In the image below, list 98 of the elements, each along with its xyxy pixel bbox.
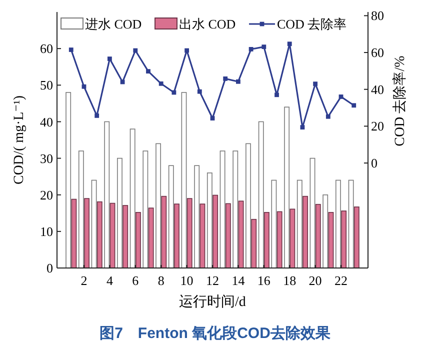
point — [262, 44, 266, 50]
x-axis-title: 运行时间/d — [179, 294, 246, 310]
point — [107, 56, 112, 61]
point — [300, 125, 305, 130]
bar — [284, 106, 290, 268]
bar — [181, 92, 187, 268]
bar — [258, 121, 264, 268]
point — [68, 48, 74, 52]
bar — [135, 212, 141, 268]
x-tick-label: 20 — [308, 273, 322, 288]
point — [274, 92, 279, 98]
bar — [130, 128, 136, 268]
bar — [251, 218, 257, 268]
bar — [341, 210, 347, 268]
bar — [91, 180, 97, 268]
bar — [78, 150, 84, 268]
y-tick-label: 50 — [40, 78, 53, 93]
bar — [168, 165, 174, 268]
bar — [200, 204, 206, 268]
x-tick-label: 18 — [283, 273, 296, 288]
point — [184, 48, 189, 53]
bar — [161, 196, 167, 268]
bar — [348, 180, 354, 268]
bar — [110, 202, 116, 268]
bar — [264, 212, 270, 268]
bar — [322, 194, 328, 268]
bar — [290, 208, 296, 268]
bar — [148, 208, 154, 268]
y2-tick-label: 0 — [371, 156, 378, 171]
legend-label: COD 去除率 — [277, 16, 347, 32]
bar — [238, 200, 244, 268]
point — [133, 48, 138, 53]
bar — [174, 204, 180, 268]
x-tick-label: 16 — [257, 273, 271, 288]
bar — [335, 180, 341, 268]
x-tick-label: 12 — [206, 273, 219, 288]
bar — [302, 196, 308, 268]
x-tick-label: 2 — [80, 273, 88, 288]
point — [158, 81, 164, 86]
y-tick-label: 10 — [40, 224, 53, 239]
point — [210, 116, 215, 120]
bar — [220, 150, 226, 268]
y-tick-label: 30 — [40, 150, 53, 166]
y2-tick-label: 20 — [371, 118, 384, 134]
point — [352, 103, 356, 108]
point — [326, 114, 330, 119]
bar — [354, 206, 360, 268]
bar — [117, 158, 122, 268]
bar — [142, 150, 148, 268]
x-tick-label: 8 — [158, 273, 164, 288]
point — [338, 94, 344, 99]
y-axis-title: COD/( mg·L⁻¹) — [12, 95, 27, 184]
bar — [232, 150, 238, 268]
point — [248, 47, 254, 52]
y2-tick-label: 40 — [371, 82, 384, 97]
bar — [194, 165, 200, 268]
bar — [212, 194, 218, 268]
point — [313, 82, 318, 86]
bar — [225, 203, 231, 268]
y2-tick-label: 80 — [371, 8, 384, 24]
point — [82, 84, 86, 89]
y2-axis-title: COD 去除率/% — [392, 55, 408, 146]
point — [287, 42, 292, 46]
y-tick-label: 0 — [46, 260, 53, 276]
point — [236, 79, 240, 84]
bar — [328, 212, 334, 268]
point — [146, 69, 150, 74]
point — [172, 90, 176, 95]
point — [223, 76, 228, 81]
bar — [310, 158, 316, 268]
bar — [84, 198, 90, 268]
bar — [156, 143, 161, 268]
bar — [206, 172, 212, 268]
bar — [66, 92, 72, 268]
legend-label: 进水 COD — [85, 16, 142, 32]
x-tick-label: 14 — [232, 273, 246, 288]
x-tick-label: 6 — [132, 273, 140, 288]
bar — [276, 211, 282, 268]
point — [94, 113, 100, 118]
bar — [315, 204, 321, 268]
legend-label: 出水 COD — [179, 16, 236, 32]
bar — [96, 201, 102, 268]
text: 图7 Fenton 氧化段COD去除效果 — [100, 325, 332, 342]
x-tick-label: 22 — [334, 273, 348, 288]
bar — [104, 121, 110, 268]
x-tick-label: 10 — [180, 273, 194, 288]
bar — [122, 205, 128, 268]
y-tick-label: 40 — [40, 114, 53, 130]
x-tick-label: 4 — [106, 273, 114, 288]
bar — [71, 198, 77, 268]
point — [197, 89, 202, 94]
y-tick-label: 60 — [40, 41, 53, 56]
y2-tick-label: 60 — [371, 45, 384, 60]
bar — [186, 198, 192, 268]
bar — [246, 143, 251, 268]
bar — [271, 180, 277, 268]
y-tick-label: 20 — [40, 187, 53, 202]
bar — [296, 180, 302, 268]
